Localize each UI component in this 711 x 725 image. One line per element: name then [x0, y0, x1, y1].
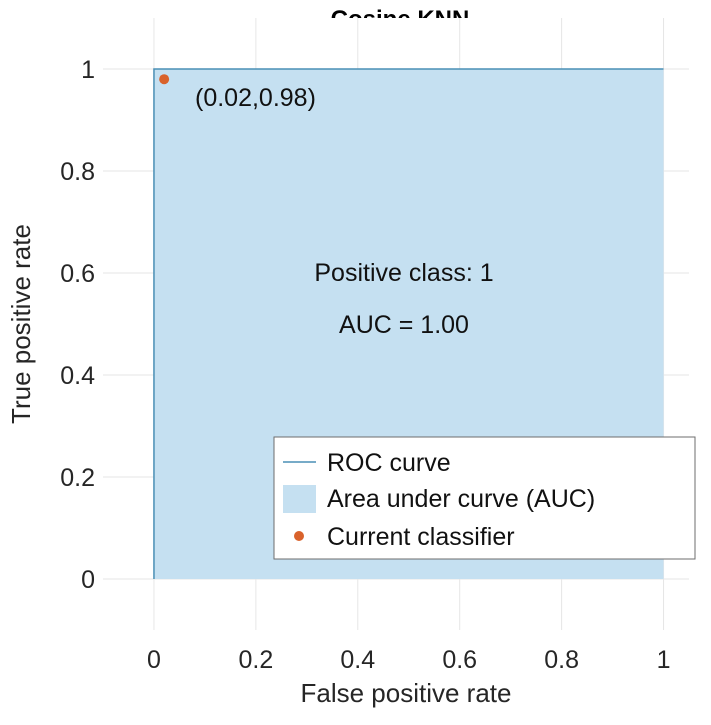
y-axis-label: True positive rate [6, 224, 36, 424]
current-classifier-label: (0.02,0.98) [195, 84, 316, 112]
y-tick-label: 1 [81, 56, 95, 84]
legend-classifier-label: Current classifier [327, 523, 515, 551]
x-tick-label: 0.8 [544, 646, 579, 674]
legend-auc-swatch [283, 485, 316, 513]
x-tick-label: 0.6 [442, 646, 477, 674]
y-tick-labels: 0 0.2 0.4 0.6 0.8 1 [60, 56, 95, 594]
y-tick-label: 0.4 [60, 362, 95, 390]
legend-box [273, 436, 696, 560]
x-tick-label: 0 [147, 646, 161, 674]
roc-curve [153, 68, 664, 579]
y-tick-label: 0.8 [60, 158, 95, 186]
x-tick-labels: 0 0.2 0.4 0.6 0.8 1 [147, 646, 670, 674]
positive-class-annotation: Positive class: 1 [314, 259, 493, 287]
x-tick-label: 1 [657, 646, 671, 674]
legend-auc-label: Area under curve (AUC) [327, 485, 595, 513]
auc-annotation: AUC = 1.00 [339, 311, 469, 339]
legend: ROC curve Area under curve (AUC) Current… [273, 436, 696, 560]
x-axis-label: False positive rate [301, 678, 512, 708]
current-classifier-point [159, 74, 170, 85]
x-tick-label: 0.4 [340, 646, 375, 674]
legend-classifier-swatch [294, 531, 304, 541]
x-tick-label: 0.2 [238, 646, 273, 674]
legend-roc-label: ROC curve [327, 449, 451, 477]
y-tick-label: 0 [81, 566, 95, 594]
y-tick-label: 0.6 [60, 260, 95, 288]
y-tick-label: 0.2 [60, 464, 95, 492]
